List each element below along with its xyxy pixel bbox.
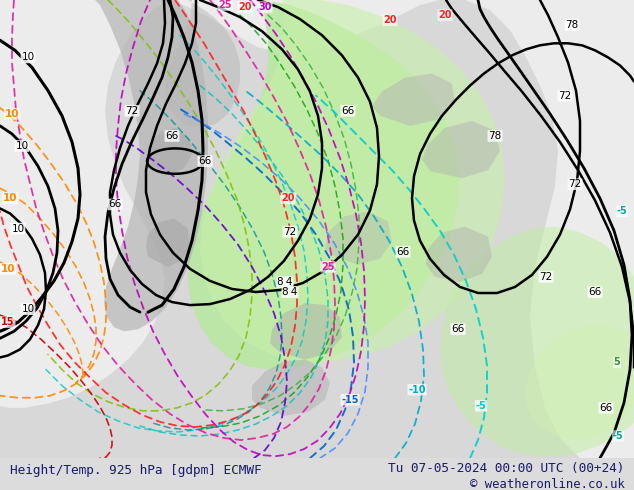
Text: 10: 10 bbox=[15, 141, 29, 151]
Text: 66: 66 bbox=[451, 324, 465, 334]
Text: 10: 10 bbox=[1, 264, 15, 274]
Text: 10: 10 bbox=[4, 109, 19, 119]
Text: 10: 10 bbox=[3, 194, 17, 203]
Text: © weatheronline.co.uk: © weatheronline.co.uk bbox=[470, 478, 624, 490]
Text: 20: 20 bbox=[281, 194, 295, 203]
Text: -5: -5 bbox=[617, 206, 628, 217]
Text: 25: 25 bbox=[218, 0, 232, 10]
Text: 8 4: 8 4 bbox=[277, 277, 293, 287]
Text: 15: 15 bbox=[1, 317, 15, 327]
Text: 66: 66 bbox=[599, 403, 612, 413]
Text: -10: -10 bbox=[408, 385, 426, 394]
Text: 72: 72 bbox=[568, 179, 581, 189]
Text: 10: 10 bbox=[11, 223, 25, 234]
Text: 66: 66 bbox=[165, 131, 179, 141]
Text: 66: 66 bbox=[396, 247, 410, 257]
Text: -5: -5 bbox=[612, 431, 623, 441]
Text: 78: 78 bbox=[566, 20, 579, 30]
Text: 25: 25 bbox=[321, 262, 335, 272]
Text: 8 4: 8 4 bbox=[282, 287, 298, 297]
Text: 10: 10 bbox=[22, 52, 35, 62]
Text: 20: 20 bbox=[238, 2, 252, 12]
Text: 66: 66 bbox=[108, 199, 122, 209]
Text: 72: 72 bbox=[126, 106, 139, 116]
Text: 66: 66 bbox=[341, 106, 354, 116]
Text: 72: 72 bbox=[559, 91, 572, 100]
Text: 66: 66 bbox=[198, 156, 212, 166]
Text: Tu 07-05-2024 00:00 UTC (00+24): Tu 07-05-2024 00:00 UTC (00+24) bbox=[388, 462, 624, 475]
Text: 20: 20 bbox=[438, 10, 452, 20]
Text: -5: -5 bbox=[476, 401, 486, 411]
Text: 78: 78 bbox=[488, 131, 501, 141]
Text: 20: 20 bbox=[383, 15, 397, 25]
Text: 66: 66 bbox=[588, 287, 602, 297]
Text: 5: 5 bbox=[614, 358, 621, 368]
Text: 30: 30 bbox=[258, 2, 272, 12]
Text: -15: -15 bbox=[341, 395, 359, 405]
Text: 72: 72 bbox=[540, 272, 553, 282]
Text: 10: 10 bbox=[22, 304, 35, 314]
Text: 72: 72 bbox=[283, 226, 297, 237]
Text: Height/Temp. 925 hPa [gdpm] ECMWF: Height/Temp. 925 hPa [gdpm] ECMWF bbox=[10, 465, 261, 477]
